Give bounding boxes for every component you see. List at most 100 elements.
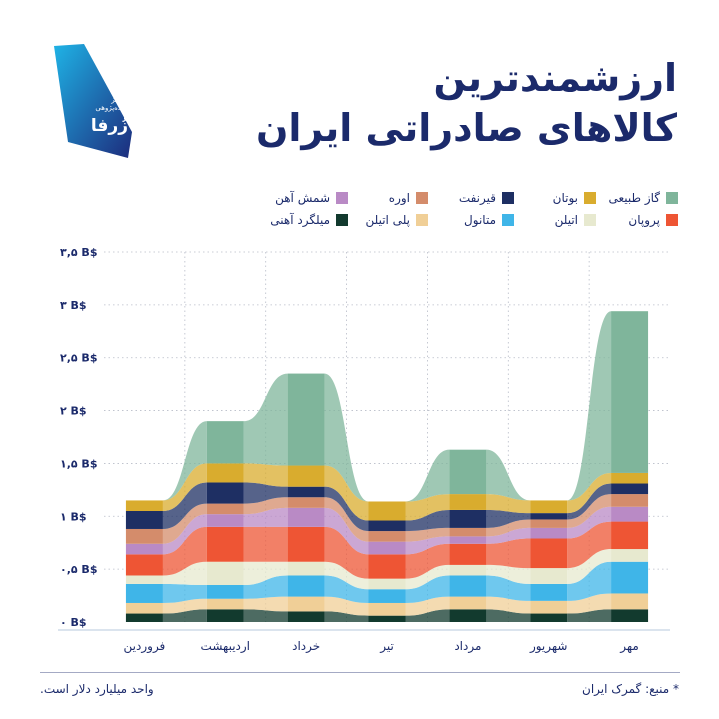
legend-label: گاز طبیعی bbox=[608, 191, 660, 205]
series-bar-segment bbox=[530, 519, 568, 528]
legend-label: پلی اتیلن bbox=[365, 213, 410, 227]
y-tick-label: ۱,۵ B$ bbox=[60, 457, 97, 470]
legend-item: اتیلن bbox=[555, 210, 596, 230]
series-bar-segment bbox=[449, 527, 487, 537]
series-bar-segment bbox=[611, 506, 649, 522]
series-ribbon bbox=[243, 596, 288, 612]
series-bar-segment bbox=[611, 494, 649, 507]
legend-swatch bbox=[416, 192, 428, 204]
series-bar-segment bbox=[125, 511, 163, 529]
series-ribbon bbox=[567, 494, 612, 528]
series-ribbon bbox=[324, 507, 369, 555]
series-ribbon bbox=[324, 526, 369, 579]
series-bar-segment bbox=[611, 483, 649, 495]
series-bar-segment bbox=[125, 543, 163, 555]
series-bar-segment bbox=[368, 589, 406, 603]
legend-item: میلگرد آهنی bbox=[270, 210, 348, 230]
series-ribbon bbox=[162, 482, 207, 529]
series-ribbon bbox=[405, 494, 450, 521]
series-ribbon bbox=[486, 509, 531, 528]
series-bar-segment bbox=[530, 513, 568, 520]
series-bar-segment bbox=[530, 583, 568, 601]
legend-swatch bbox=[336, 192, 348, 204]
series-bar-segment bbox=[206, 609, 244, 622]
legend-swatch bbox=[584, 192, 596, 204]
series-ribbon bbox=[324, 486, 369, 532]
series-ribbon bbox=[162, 463, 207, 511]
series-bar-segment bbox=[611, 311, 649, 473]
series-ribbon bbox=[486, 538, 531, 569]
legend-swatch bbox=[416, 214, 428, 226]
x-tick-label: مرداد bbox=[454, 639, 481, 654]
legend-item: پروپان bbox=[628, 210, 678, 230]
legend-swatch bbox=[584, 214, 596, 226]
series-ribbon bbox=[324, 575, 369, 603]
source-note: * منبع: گمرک ایران bbox=[582, 682, 679, 696]
series-ribbon bbox=[162, 583, 207, 603]
series-bar-segment bbox=[611, 609, 649, 622]
series-bar-segment bbox=[287, 596, 325, 612]
series-bar-segment bbox=[530, 527, 568, 539]
series-bar-segment bbox=[368, 578, 406, 590]
legend-swatch bbox=[666, 192, 678, 204]
series-ribbon bbox=[486, 609, 531, 622]
series-bar-segment bbox=[206, 526, 244, 562]
series-ribbon bbox=[243, 561, 288, 585]
series-ribbon bbox=[486, 564, 531, 584]
series-ribbon bbox=[486, 519, 531, 537]
series-ribbon bbox=[405, 564, 450, 590]
series-bar-segment bbox=[125, 583, 163, 603]
series-ribbon bbox=[567, 472, 612, 514]
series-ribbon bbox=[324, 373, 369, 502]
series-bar-segment bbox=[125, 613, 163, 622]
series-bar-segment bbox=[611, 472, 649, 484]
unit-note: واحد میلیارد دلار است. bbox=[40, 682, 154, 696]
y-tick-label: ۲ B$ bbox=[60, 405, 87, 418]
legend-label: بوتان bbox=[552, 191, 578, 205]
series-ribbon bbox=[486, 596, 531, 614]
series-bar-segment bbox=[368, 602, 406, 616]
series-bar-segment bbox=[287, 497, 325, 508]
series-bar-segment bbox=[206, 421, 244, 464]
series-bar-segment bbox=[206, 463, 244, 483]
series-ribbon bbox=[243, 526, 288, 562]
series-ribbon bbox=[162, 514, 207, 555]
series-bar-segment bbox=[287, 561, 325, 576]
y-tick-label: ۱ B$ bbox=[60, 510, 87, 523]
series-ribbon bbox=[567, 521, 612, 569]
legend-item: قیرنفت bbox=[459, 188, 514, 208]
legend-label: پروپان bbox=[628, 213, 660, 227]
series-ribbon bbox=[324, 465, 369, 521]
series-ribbon bbox=[324, 611, 369, 622]
series-bar-segment bbox=[368, 615, 406, 622]
legend-label: متانول bbox=[464, 213, 496, 227]
series-ribbon bbox=[162, 598, 207, 614]
series-ribbon bbox=[243, 482, 288, 504]
series-bar-segment bbox=[611, 549, 649, 562]
series-ribbon bbox=[567, 483, 612, 520]
series-ribbon bbox=[162, 421, 207, 501]
legend-item: شمش آهن bbox=[275, 188, 348, 208]
legend-label: اوره bbox=[388, 191, 410, 205]
series-bar-segment bbox=[611, 521, 649, 550]
logo-line1: مرکز bbox=[111, 96, 126, 104]
series-ribbon bbox=[243, 609, 288, 622]
series-ribbon bbox=[243, 497, 288, 515]
series-ribbon bbox=[405, 449, 450, 502]
series-bar-segment bbox=[125, 500, 163, 511]
series-ribbon bbox=[243, 507, 288, 527]
series-bar-segment bbox=[611, 593, 649, 610]
series-bar-segment bbox=[206, 503, 244, 515]
series-bar-segment bbox=[206, 482, 244, 504]
legend-swatch bbox=[336, 214, 348, 226]
series-ribbon bbox=[405, 543, 450, 579]
series-bar-segment bbox=[206, 561, 244, 585]
series-bar-segment bbox=[368, 520, 406, 532]
series-bar-segment bbox=[287, 507, 325, 527]
series-bar-segment bbox=[530, 538, 568, 569]
series-bar-segment bbox=[287, 486, 325, 498]
series-bar-segment bbox=[449, 543, 487, 565]
x-tick-label: اردیبهشت bbox=[201, 639, 250, 654]
series-bar-segment bbox=[449, 596, 487, 610]
